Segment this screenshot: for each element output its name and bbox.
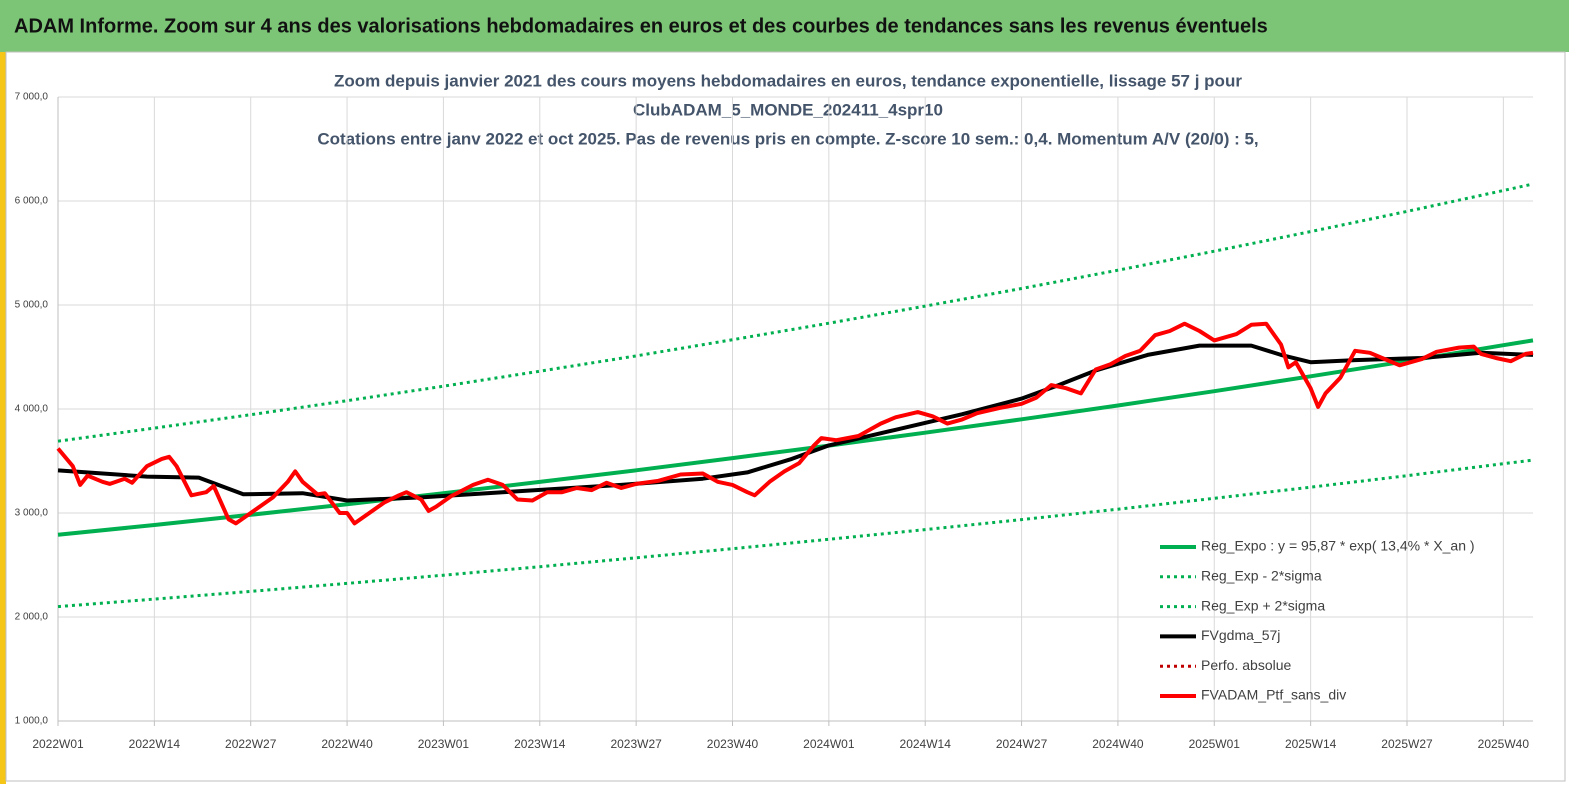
legend-label: Perfo. absolue [1201,657,1291,673]
x-tick-label: 2024W27 [996,737,1048,751]
x-tick-label: 2024W14 [900,737,952,751]
chart-title: Zoom depuis janvier 2021 des cours moyen… [334,71,1242,90]
x-tick-label: 2025W27 [1381,737,1433,751]
y-tick-label: 2 000,0 [15,612,49,623]
y-tick-label: 1 000,0 [15,716,49,727]
x-tick-label: 2023W40 [707,737,759,751]
x-tick-label: 2024W01 [803,737,855,751]
x-tick-label: 2024W40 [1092,737,1144,751]
x-tick-label: 2022W01 [32,737,84,751]
header-bar [0,0,1569,52]
frame-accent [0,52,6,784]
chart-title: ClubADAM_5_MONDE_202411_4spr10 [633,100,943,119]
y-tick-label: 4 000,0 [15,404,49,415]
series-line [57,182,1534,443]
x-tick-label: 2022W40 [321,737,373,751]
y-tick-label: 3 000,0 [15,508,49,519]
x-tick-label: 2025W40 [1478,737,1530,751]
legend-label: Reg_Expo : y = 95,87 * exp( 13,4% * X_an… [1201,538,1475,554]
legend-label: FVADAM_Ptf_sans_div [1201,687,1346,703]
chart-title: Cotations entre janv 2022 et oct 2025. P… [317,129,1258,148]
header-title: ADAM Informe. Zoom sur 4 ans des valoris… [14,15,1268,37]
series-line [57,458,1534,609]
x-tick-label: 2025W01 [1189,737,1241,751]
series-line [56,321,1534,526]
legend-label: Reg_Exp - 2*sigma [1201,568,1322,584]
x-tick-label: 2023W27 [610,737,662,751]
y-tick-label: 5 000,0 [15,300,49,311]
x-tick-label: 2023W14 [514,737,566,751]
y-tick-label: 6 000,0 [15,196,49,207]
y-tick-label: 7 000,0 [15,92,49,103]
legend-label: FVgdma_57j [1201,627,1280,643]
x-tick-label: 2025W14 [1285,737,1337,751]
legend-label: Reg_Exp + 2*sigma [1201,597,1325,613]
x-tick-label: 2022W27 [225,737,277,751]
frame [5,51,1566,782]
x-tick-label: 2023W01 [418,737,470,751]
x-tick-label: 2022W14 [129,737,181,751]
